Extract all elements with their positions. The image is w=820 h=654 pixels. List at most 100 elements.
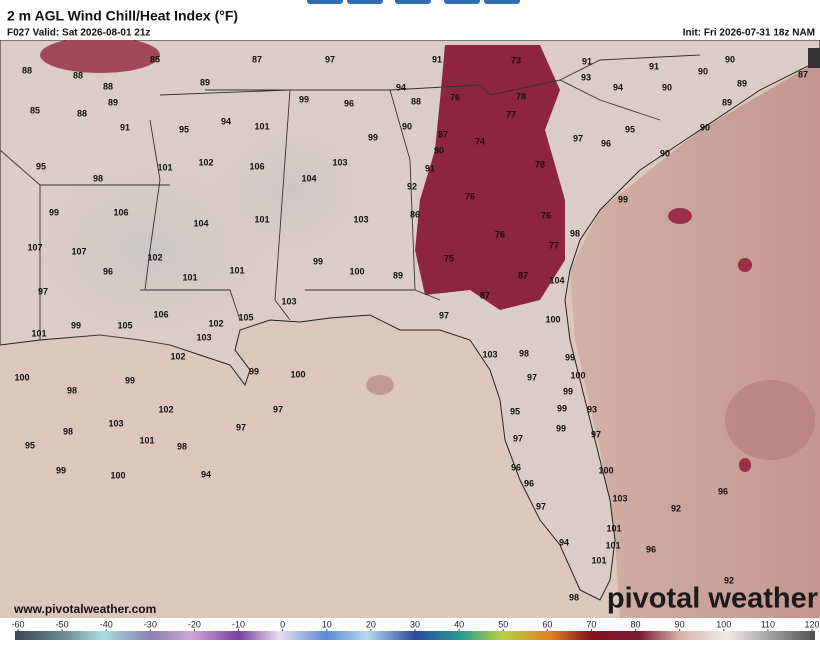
station-value: 98 — [93, 173, 103, 183]
station-value: 106 — [113, 207, 128, 217]
station-value: 73 — [511, 55, 521, 65]
station-value: 76 — [541, 210, 551, 220]
hot-area — [415, 45, 565, 310]
station-value: 89 — [200, 77, 210, 87]
share-button[interactable] — [808, 48, 820, 68]
station-value: 94 — [221, 116, 231, 126]
station-value: 98 — [67, 385, 77, 395]
station-value: 94 — [559, 537, 569, 547]
station-value: 89 — [108, 97, 118, 107]
station-value: 99 — [368, 132, 378, 142]
colorbar-tick-label: 70 — [586, 619, 596, 629]
nav-button[interactable] — [307, 0, 343, 4]
station-value: 91 — [425, 163, 435, 173]
station-value: 96 — [718, 486, 728, 496]
station-value: 98 — [63, 426, 73, 436]
station-value: 97 — [573, 133, 583, 143]
station-value: 97 — [527, 372, 537, 382]
station-value: 107 — [71, 246, 86, 256]
colorbar-tick-label: 50 — [498, 619, 508, 629]
station-value: 95 — [36, 161, 46, 171]
station-value: 85 — [30, 105, 40, 115]
station-value: 90 — [660, 148, 670, 158]
station-value: 99 — [56, 465, 66, 475]
station-value: 99 — [618, 194, 628, 204]
station-value: 94 — [396, 82, 406, 92]
station-value: 77 — [506, 109, 516, 119]
colorbar-tick-label: -60 — [11, 619, 24, 629]
station-value: 98 — [519, 348, 529, 358]
station-value: 96 — [511, 462, 521, 472]
station-value: 99 — [313, 256, 323, 266]
nav-button[interactable] — [484, 0, 520, 4]
station-value: 94 — [201, 469, 211, 479]
colorbar-tick-label: 100 — [716, 619, 731, 629]
station-value: 100 — [570, 370, 585, 380]
hot-spot — [739, 458, 751, 472]
colorbar-tick-label: 120 — [804, 619, 819, 629]
station-value: 102 — [208, 318, 223, 328]
map-title: 2 m AGL Wind Chill/Heat Index (°F) — [7, 8, 238, 24]
station-value: 104 — [193, 218, 208, 228]
nav-button[interactable] — [395, 0, 431, 4]
station-value: 90 — [698, 66, 708, 76]
colorbar — [15, 631, 815, 640]
colorbar-tick-label: 30 — [410, 619, 420, 629]
station-value: 102 — [158, 404, 173, 414]
station-value: 91 — [120, 122, 130, 132]
colorbar-tick-label: 20 — [366, 619, 376, 629]
station-value: 103 — [196, 332, 211, 342]
station-value: 87 — [480, 290, 490, 300]
station-value: 91 — [582, 56, 592, 66]
station-value: 96 — [601, 138, 611, 148]
station-value: 92 — [724, 575, 734, 585]
station-value: 101 — [591, 555, 606, 565]
station-value: 76 — [450, 92, 460, 102]
station-value: 90 — [402, 121, 412, 131]
colorbar-tick-label: 90 — [675, 619, 685, 629]
nav-button[interactable] — [347, 0, 383, 4]
station-value: 87 — [518, 270, 528, 280]
station-value: 89 — [722, 97, 732, 107]
station-value: 99 — [556, 423, 566, 433]
station-value: 87 — [438, 129, 448, 139]
station-value: 101 — [157, 162, 172, 172]
station-value: 99 — [125, 375, 135, 385]
station-value: 103 — [332, 157, 347, 167]
station-value: 93 — [587, 404, 597, 414]
station-value: 105 — [238, 312, 253, 322]
station-value: 102 — [170, 351, 185, 361]
station-value: 102 — [147, 252, 162, 262]
station-value: 97 — [325, 54, 335, 64]
colorbar-tick-label: 60 — [542, 619, 552, 629]
nav-button[interactable] — [444, 0, 480, 4]
logo: pivotal weather — [607, 583, 818, 615]
station-value: 78 — [516, 91, 526, 101]
station-value: 101 — [229, 265, 244, 275]
map: 88 85 87 97 91 73 91 91 90 87 88 88 89 93 94 90 90 89 85 88… — [0, 40, 820, 618]
station-value: 93 — [581, 72, 591, 82]
station-value: 103 — [108, 418, 123, 428]
station-value: 100 — [598, 465, 613, 475]
station-value: 103 — [482, 349, 497, 359]
station-value: 98 — [569, 592, 579, 602]
station-value: 99 — [563, 386, 573, 396]
colorbar-tick-label: -30 — [144, 619, 157, 629]
station-value: 92 — [407, 181, 417, 191]
station-value: 76 — [495, 229, 505, 239]
station-value: 97 — [236, 422, 246, 432]
station-value: 95 — [625, 124, 635, 134]
colorbar-tick-label: -20 — [188, 619, 201, 629]
station-value: 103 — [281, 296, 296, 306]
station-value: 100 — [14, 372, 29, 382]
warm-area — [366, 375, 394, 395]
station-value: 100 — [349, 266, 364, 276]
station-value: 74 — [475, 136, 485, 146]
station-value: 99 — [71, 320, 81, 330]
station-value: 89 — [393, 270, 403, 280]
station-value: 101 — [606, 523, 621, 533]
station-value: 88 — [77, 108, 87, 118]
station-value: 90 — [725, 54, 735, 64]
station-value: 90 — [662, 82, 672, 92]
station-value: 99 — [299, 94, 309, 104]
